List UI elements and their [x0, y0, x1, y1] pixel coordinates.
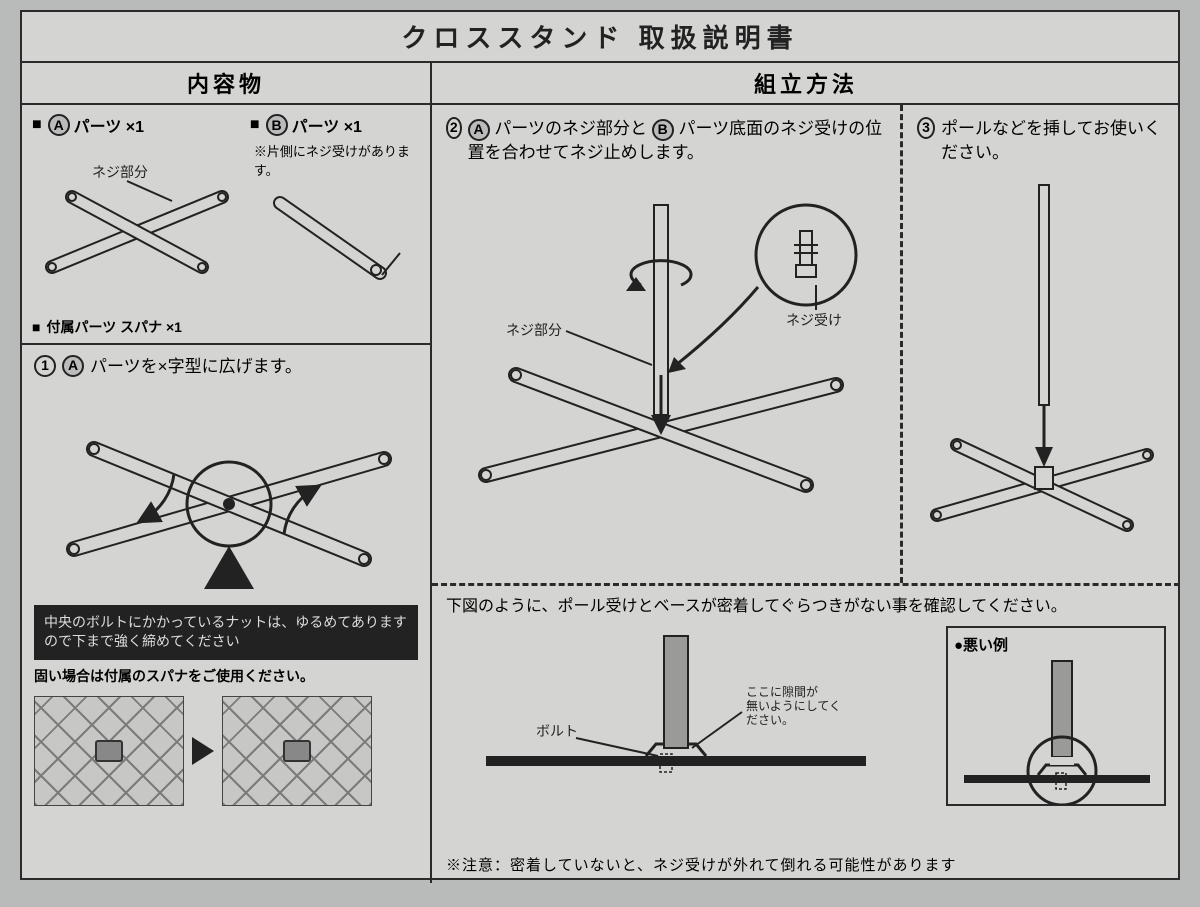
step3-body: ポールなどを挿してお使いください。: [941, 117, 1166, 165]
fit-check-area: 下図のように、ポール受けとベースが密着してぐらつきがない事を確認してください。: [432, 583, 1180, 883]
step2-letterB: B: [652, 119, 674, 141]
screw-label: ネジ部分: [506, 322, 562, 338]
part-a-qty: パーツ ×1: [74, 113, 144, 137]
step1-letter: A: [62, 355, 84, 377]
bad-title: ●悪い例: [954, 634, 1158, 655]
right-column: 組立方法 2 A パーツのネジ部分と B パーツ底面のネジ受けの位置を合わせてネ…: [432, 63, 1180, 883]
document-title: クロススタンド 取扱説明書: [22, 12, 1178, 63]
instruction-sheet: クロススタンド 取扱説明書 内容物 A パーツ ×1 ネジ部分: [20, 10, 1180, 880]
bad-example-box: ●悪い例: [946, 626, 1166, 806]
screw-part-label: ネジ部分: [92, 164, 148, 180]
left-column: 内容物 A パーツ ×1 ネジ部分: [22, 63, 432, 883]
assembly-header: 組立方法: [432, 63, 1180, 105]
part-b-diagram: [250, 183, 410, 293]
step2-letterA: A: [468, 119, 490, 141]
step2-pre: パーツのネジ部分と: [494, 119, 647, 138]
step1-callout: 中央のボルトにかかっているナットは、ゆるめてありますので下まで強く締めてください: [34, 605, 418, 660]
step1-area: 1 A パーツを×字型に広げます。: [22, 345, 430, 883]
bolt-label: ボルト: [536, 723, 578, 739]
step1-body: パーツを×字型に広げます。: [90, 355, 302, 379]
gap-label: ここに隙間が 無いようにしてく ださい。: [746, 684, 844, 727]
part-b-note: ※片側にネジ受けがあります。: [254, 141, 420, 179]
step3-num: 3: [917, 117, 935, 139]
step1-subnote: 固い場合は付属のスパナをご使用ください。: [34, 666, 418, 686]
part-b-letter: B: [266, 114, 288, 136]
step1-text: 1 A パーツを×字型に広げます。: [34, 355, 418, 379]
photo-after: [222, 696, 372, 806]
step3-diagram: [917, 165, 1167, 565]
bad-fit-diagram: [954, 655, 1160, 805]
part-b-qty: パーツ ×1: [292, 113, 362, 137]
part-a-diagram: ネジ部分: [32, 137, 232, 277]
step1-diagram: [34, 379, 420, 599]
part-a-letter: A: [48, 114, 70, 136]
spanner-photos: [34, 696, 418, 806]
caution-text: ※注意：密着していないと、ネジ受けが外れて倒れる可能性があります: [446, 854, 957, 875]
step1-num: 1: [34, 355, 56, 377]
contents-box: A パーツ ×1 ネジ部分: [22, 105, 430, 345]
part-b-label: B パーツ ×1: [250, 113, 420, 137]
photo-before: [34, 696, 184, 806]
spanner-label: 付属パーツ スパナ ×1: [32, 317, 182, 337]
step3-text: 3 ポールなどを挿してお使いください。: [917, 117, 1166, 165]
receiver-label: ネジ受け: [786, 312, 842, 328]
step2-area: 2 A パーツのネジ部分と B パーツ底面のネジ受けの位置を合わせてネジ止めしま…: [432, 105, 900, 583]
fit-text: 下図のように、ポール受けとベースが密着してぐらつきがない事を確認してください。: [446, 596, 1166, 618]
arrow-right-icon: [192, 737, 214, 765]
step2-num: 2: [446, 117, 462, 139]
step2-text: 2 A パーツのネジ部分と B パーツ底面のネジ受けの位置を合わせてネジ止めしま…: [446, 117, 886, 165]
part-a-label: A パーツ ×1: [32, 113, 240, 137]
contents-header: 内容物: [22, 63, 430, 105]
good-fit-diagram: ボルト ここに隙間が 無いようにしてく ださい。: [446, 626, 906, 806]
step3-area: 3 ポールなどを挿してお使いください。: [900, 105, 1180, 583]
step2-diagram: ネジ部分 ネジ受け: [446, 165, 886, 525]
